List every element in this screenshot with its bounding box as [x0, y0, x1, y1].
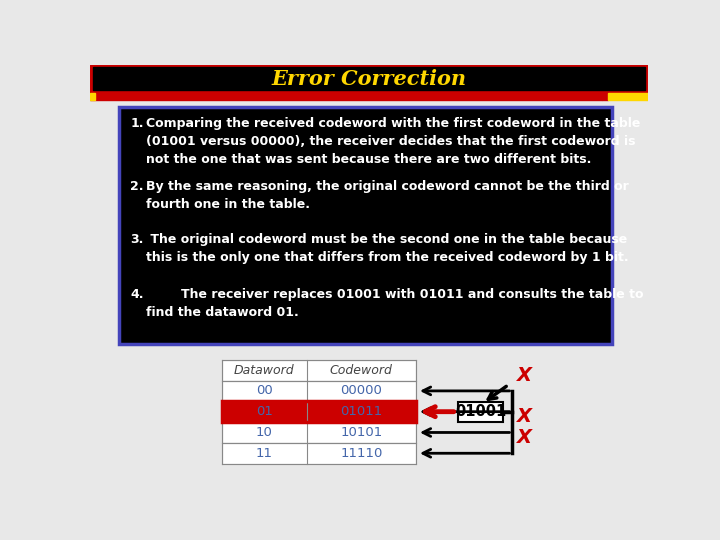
- Bar: [93, 67, 645, 90]
- Text: X: X: [517, 407, 532, 426]
- Text: By the same reasoning, the original codeword cannot be the third or
fourth one i: By the same reasoning, the original code…: [145, 180, 629, 211]
- Text: Codeword: Codeword: [330, 363, 392, 376]
- Bar: [458, 402, 503, 422]
- Bar: [222, 401, 415, 422]
- Bar: [222, 443, 415, 464]
- Bar: [222, 381, 415, 401]
- Bar: [222, 360, 415, 464]
- Text: 11110: 11110: [340, 447, 382, 460]
- Text: 01011: 01011: [340, 405, 382, 418]
- Text: The receiver replaces 01001 with 01011 and consults the table to
find the datawo: The receiver replaces 01001 with 01011 a…: [145, 288, 643, 319]
- Text: Error Correction: Error Correction: [271, 69, 467, 89]
- Bar: [90, 92, 601, 100]
- Bar: [90, 65, 648, 92]
- Text: 01001: 01001: [455, 404, 506, 419]
- Text: 00000: 00000: [341, 384, 382, 397]
- Text: 1.: 1.: [130, 117, 144, 130]
- Bar: [608, 92, 625, 100]
- Text: 11: 11: [256, 447, 273, 460]
- Text: X: X: [517, 428, 532, 447]
- Text: 4.: 4.: [130, 288, 144, 301]
- Text: X: X: [517, 366, 532, 384]
- Text: 2.: 2.: [130, 180, 144, 193]
- Text: 01: 01: [256, 405, 273, 418]
- Bar: [222, 422, 415, 443]
- Text: 3.: 3.: [130, 233, 144, 246]
- Bar: [222, 401, 415, 422]
- Text: 10101: 10101: [340, 426, 382, 439]
- Text: 00: 00: [256, 384, 273, 397]
- Bar: [120, 107, 611, 345]
- Text: Dataword: Dataword: [234, 363, 294, 376]
- Bar: [90, 92, 94, 100]
- Text: Comparing the received codeword with the first codeword in the table
(01001 vers: Comparing the received codeword with the…: [145, 117, 640, 166]
- Text: The original codeword must be the second one in the table because
this is the on: The original codeword must be the second…: [145, 233, 629, 264]
- Bar: [625, 92, 648, 100]
- Text: 10: 10: [256, 426, 273, 439]
- Bar: [601, 92, 608, 100]
- Bar: [222, 360, 415, 381]
